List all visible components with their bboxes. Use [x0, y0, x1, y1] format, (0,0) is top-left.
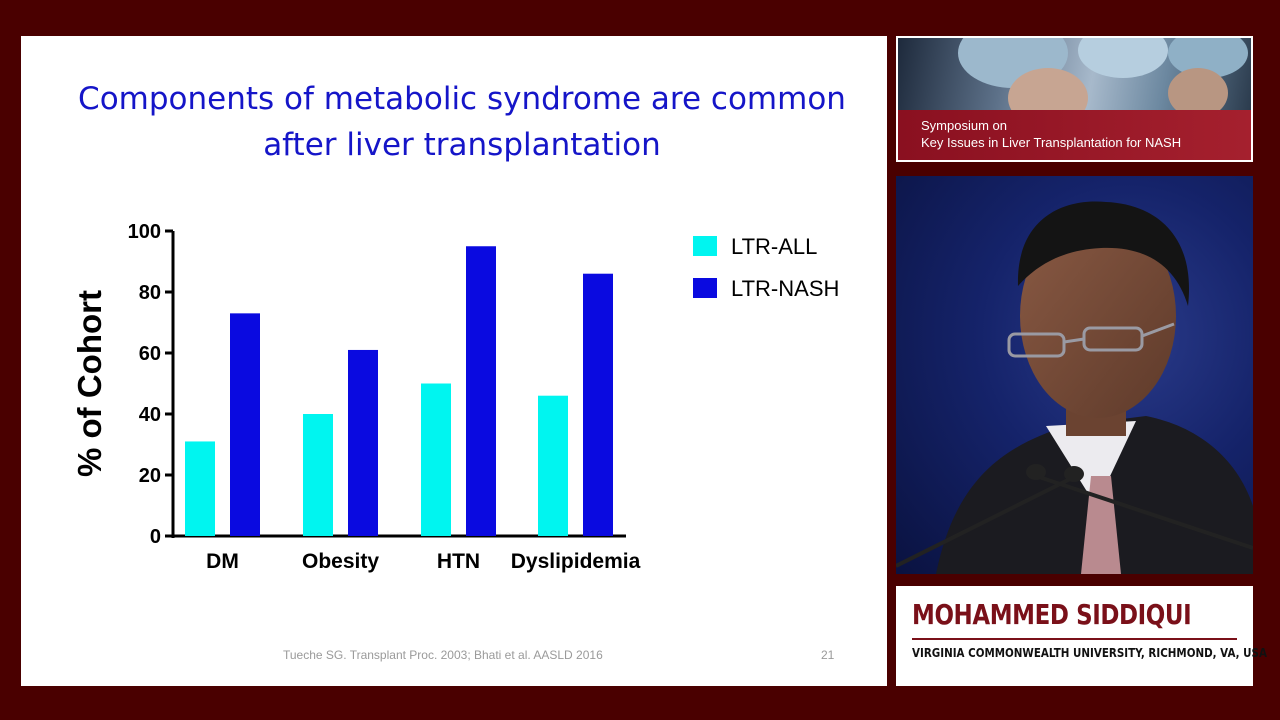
symposium-caption-line2: Key Issues in Liver Transplantation for …: [921, 135, 1182, 150]
slide-title: Components of metabolic syndrome are com…: [78, 81, 846, 163]
legend-label: LTR-NASH: [731, 276, 839, 301]
speaker-name: MOHAMMED SIDDIQUI: [912, 598, 1192, 631]
symposium-banner: Symposium on Key Issues in Liver Transpl…: [896, 36, 1253, 162]
bar-ltr-all-dm: [185, 441, 215, 536]
legend-swatch-ltr-nash: [693, 278, 717, 298]
legend-label: LTR-ALL: [731, 234, 817, 259]
y-tick-label: 80: [139, 282, 161, 304]
bar-ltr-all-obesity: [303, 414, 333, 536]
x-tick-label: DM: [206, 550, 239, 573]
speaker-affiliation: VIRGINIA COMMONWEALTH UNIVERSITY, RICHMO…: [912, 646, 1267, 660]
speaker-video: [896, 176, 1253, 574]
bar-chart: 0 20 40 60 80 100 % of Cohort DM Obesity HTN Dysli…: [71, 221, 839, 573]
speaker-figure: [896, 201, 1253, 574]
bar-ltr-nash-dyslipidemia: [583, 273, 613, 536]
y-tick-label: 20: [139, 465, 161, 487]
bar-ltr-nash-htn: [466, 246, 496, 536]
slide-number: 21: [821, 648, 835, 662]
bar-ltr-nash-obesity: [348, 349, 378, 536]
x-tick-label: HTN: [437, 550, 480, 573]
y-tick-label: 0: [150, 526, 161, 548]
presentation-slide: Components of metabolic syndrome are com…: [21, 36, 887, 686]
y-tick-label: 40: [139, 404, 161, 426]
y-tick-label: 100: [128, 221, 161, 243]
y-tick-label: 60: [139, 343, 161, 365]
x-tick-label: Obesity: [302, 550, 379, 573]
legend-swatch-ltr-all: [693, 236, 717, 256]
speaker-lower-third: MOHAMMED SIDDIQUI VIRGINIA COMMONWEALTH …: [896, 586, 1267, 686]
y-axis-label: % of Cohort: [71, 290, 108, 477]
symposium-caption-line1: Symposium on: [921, 118, 1007, 133]
speaker-divider: [912, 638, 1237, 640]
x-tick-label: Dyslipidemia: [511, 550, 641, 573]
symposium-caption: Symposium on Key Issues in Liver Transpl…: [898, 110, 1251, 160]
bar-ltr-all-dyslipidemia: [538, 395, 568, 536]
surgery-photo: [898, 38, 1251, 110]
citation-text: Tueche SG. Transplant Proc. 2003; Bhati …: [283, 648, 603, 662]
bar-ltr-all-htn: [421, 383, 451, 536]
bar-ltr-nash-dm: [230, 313, 260, 536]
